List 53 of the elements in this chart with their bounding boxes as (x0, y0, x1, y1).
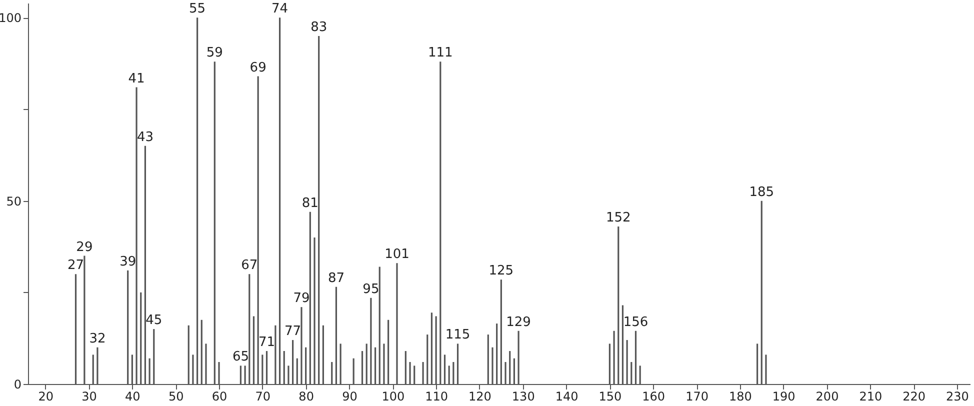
x-tick-label: 110 (425, 390, 448, 404)
annotation: 39 (120, 254, 136, 270)
annotation: 81 (302, 196, 318, 211)
x-tick-label: 190 (772, 390, 796, 404)
y-tick-label: 0 (14, 378, 22, 392)
annotation: 67 (241, 258, 258, 274)
x-tick-label: 100 (382, 390, 405, 404)
annotation: 111 (428, 46, 453, 61)
x-tick-label: 50 (168, 390, 184, 404)
x-tick-label: 90 (342, 390, 358, 404)
x-tick-label: 120 (468, 390, 492, 404)
x-tick-label: 220 (902, 390, 926, 404)
annotation: 156 (623, 314, 648, 330)
x-tick-label: 230 (946, 390, 969, 404)
annotation: 29 (76, 240, 93, 255)
annotation: 71 (258, 335, 276, 350)
annotation: 87 (328, 270, 344, 286)
x-tick-label: 140 (555, 390, 578, 404)
annotation: 115 (445, 328, 470, 343)
y-tick-label: 100 (0, 11, 22, 26)
annotation: 74 (272, 2, 288, 17)
annotation: 27 (67, 258, 84, 274)
annotation: 32 (89, 331, 106, 346)
annotation: 101 (384, 247, 410, 262)
x-tick-label: 200 (816, 390, 839, 404)
annotation: 43 (136, 130, 154, 145)
annotation: 65 (232, 350, 249, 365)
x-tick-label: 40 (125, 390, 140, 404)
x-tick-label: 20 (38, 390, 54, 404)
x-tick-label: 130 (512, 390, 535, 404)
annotation: 125 (488, 264, 514, 279)
annotation: 55 (189, 2, 206, 17)
annotation: 152 (606, 210, 631, 226)
y-tick-label: 50 (6, 194, 22, 208)
annotation: 77 (284, 324, 302, 340)
annotation: 185 (749, 184, 774, 200)
x-tick-label: 60 (212, 390, 228, 404)
annotation: 83 (310, 20, 328, 35)
x-tick-label: 80 (298, 390, 314, 404)
annotation: 69 (250, 60, 266, 76)
x-tick-label: 30 (82, 390, 97, 404)
annotation: 41 (128, 71, 145, 86)
x-tick-label: 210 (859, 390, 882, 404)
annotation: 79 (293, 291, 310, 306)
x-tick-label: 150 (598, 390, 622, 404)
x-tick-label: 70 (255, 390, 271, 404)
x-tick-label: 160 (642, 390, 666, 404)
x-tick-label: 170 (686, 390, 708, 404)
annotation: 129 (506, 314, 531, 330)
annotation: 95 (362, 282, 380, 297)
annotation: 45 (146, 313, 162, 328)
annotation: 59 (206, 46, 223, 61)
x-tick-label: 180 (728, 390, 752, 404)
